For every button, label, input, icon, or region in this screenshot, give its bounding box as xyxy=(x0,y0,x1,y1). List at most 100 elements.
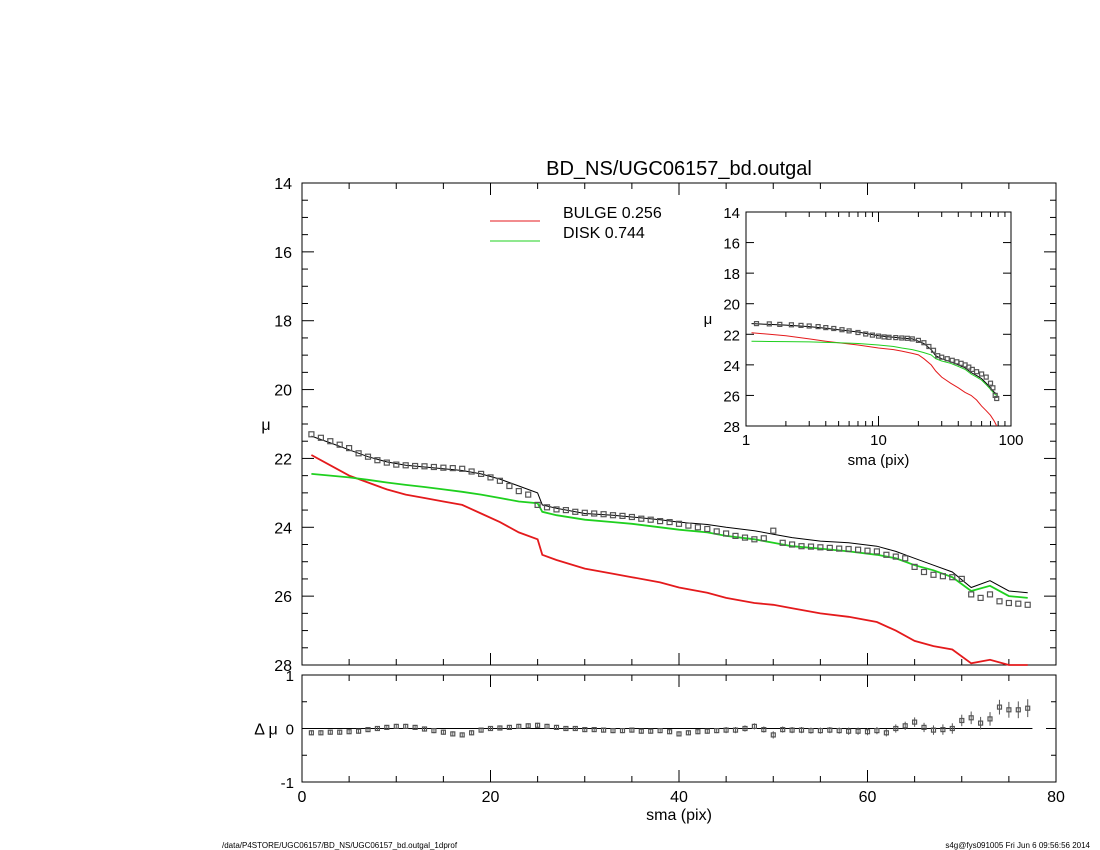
main-y-tick-label: 22 xyxy=(274,451,292,468)
main-data-point xyxy=(854,546,862,553)
inset-y-tick-label: 26 xyxy=(723,388,740,405)
main-series-bulge-line xyxy=(310,454,1028,666)
inset-data-point xyxy=(831,325,837,332)
residual-data-point xyxy=(817,727,824,734)
residual-y-tick-label: -1 xyxy=(281,775,294,792)
main-data-point xyxy=(694,524,702,531)
inset-data-point xyxy=(823,325,829,331)
main-data-point xyxy=(609,512,617,519)
residual-data-point xyxy=(497,725,503,731)
residual-data-point xyxy=(685,730,692,736)
main-data-point xyxy=(770,527,777,534)
main-data-point xyxy=(826,544,833,552)
residual-data-point xyxy=(666,729,673,735)
inset-y-tick-label: 18 xyxy=(723,266,740,283)
residual-data-point xyxy=(572,725,578,732)
inset-data-point xyxy=(930,347,937,353)
chart-title: BD_NS/UGC06157_bd.outgal xyxy=(546,158,812,180)
main-data-point xyxy=(732,532,739,540)
main-data-point xyxy=(459,465,466,472)
residual-data-point xyxy=(770,732,776,738)
main-data-point xyxy=(412,462,419,470)
inset-data-point xyxy=(806,323,812,329)
main-series-model-line xyxy=(311,435,1028,594)
main-data-point xyxy=(713,528,720,535)
main-data-point xyxy=(619,512,626,520)
residual-data-point xyxy=(930,727,937,733)
residual-data-point xyxy=(977,720,984,726)
main-data-point xyxy=(949,574,956,581)
main-y-tick-label: 24 xyxy=(274,520,292,537)
main-data-point xyxy=(666,518,673,526)
inset-data-point xyxy=(846,328,852,334)
main-y-tick-label: 16 xyxy=(274,245,292,262)
residual-data-point xyxy=(478,727,484,733)
residual-data-point xyxy=(761,726,767,733)
main-data-point xyxy=(534,501,541,508)
main-data-point xyxy=(986,591,994,598)
main-data-point xyxy=(506,482,513,490)
residual-data-point xyxy=(403,723,409,730)
main-data-point xyxy=(487,474,494,481)
main-data-point xyxy=(939,573,947,580)
residual-data-point xyxy=(308,730,314,736)
residual-data-point xyxy=(704,728,710,734)
inset-data-point xyxy=(863,331,869,337)
inset-series-disk-line xyxy=(751,340,997,396)
main-data-point xyxy=(327,438,334,445)
main-data-point xyxy=(1024,601,1031,608)
residual-data-point xyxy=(619,727,626,734)
residual-x-tick-label: 40 xyxy=(670,789,688,806)
main-data-point xyxy=(741,534,749,541)
inset-data-point xyxy=(909,336,915,342)
residual-data-point xyxy=(921,724,927,731)
residual-y-tick-label: 0 xyxy=(286,722,294,739)
main-data-point xyxy=(920,568,928,576)
main-data-point xyxy=(628,513,636,521)
main-data-point xyxy=(308,431,315,438)
inset-data-point xyxy=(994,395,1000,402)
main-data-point xyxy=(421,463,428,470)
residual-data-point xyxy=(553,724,560,731)
main-y-tick-label: 26 xyxy=(274,589,292,606)
inset-data-point xyxy=(899,335,905,341)
residual-data-point xyxy=(440,729,446,735)
residual-data-point xyxy=(893,725,899,732)
main-data-point xyxy=(807,543,815,550)
inset-data-point xyxy=(798,322,804,328)
residual-y-axis-label: Δ μ xyxy=(254,722,277,739)
residual-data-point xyxy=(987,716,993,722)
main-data-point xyxy=(788,541,796,548)
main-data-point xyxy=(873,548,881,555)
main-data-point xyxy=(685,522,692,529)
residual-x-tick-label: 80 xyxy=(1047,789,1065,806)
main-data-point xyxy=(562,507,570,514)
inset-y-axis-label: μ xyxy=(704,311,713,328)
residual-data-point xyxy=(808,727,814,734)
inset-plot-frame xyxy=(745,211,1012,427)
residual-data-point xyxy=(959,717,965,724)
inset-data-point xyxy=(926,343,932,350)
residual-data-point xyxy=(544,723,550,730)
main-data-point xyxy=(430,463,437,471)
residual-data-point xyxy=(337,729,343,735)
residual-data-point xyxy=(836,727,842,734)
inset-data-point xyxy=(983,374,989,380)
main-data-point xyxy=(515,488,522,495)
inset-series-bulge-line xyxy=(751,332,998,427)
main-data-point xyxy=(902,555,909,562)
legend-entry-label: DISK 0.744 xyxy=(563,225,645,242)
footer-path: /data/P4STORE/UGC06157/BD_NS/UGC06157_bd… xyxy=(222,841,458,850)
residual-x-tick-label: 20 xyxy=(482,789,500,806)
main-data-point xyxy=(440,464,447,471)
residual-data-point xyxy=(968,715,974,721)
residual-data-point xyxy=(883,730,890,736)
main-data-point xyxy=(930,571,937,578)
main-data-point xyxy=(836,545,843,552)
residual-data-point xyxy=(949,725,955,732)
main-data-point xyxy=(336,441,343,448)
main-data-point xyxy=(656,517,664,525)
residual-data-point xyxy=(996,704,1003,710)
residual-data-point xyxy=(1006,707,1012,713)
